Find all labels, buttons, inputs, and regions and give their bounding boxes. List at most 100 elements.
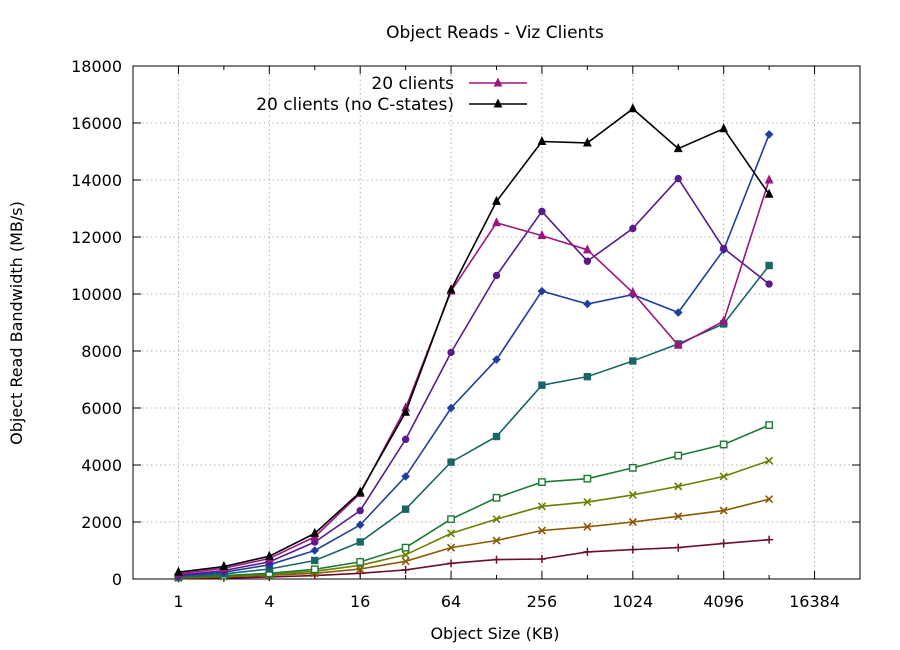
data-point xyxy=(582,137,592,147)
series-line xyxy=(178,459,770,579)
data-point xyxy=(356,558,365,566)
data-point xyxy=(446,284,456,294)
data-point xyxy=(401,472,410,481)
data-point xyxy=(583,522,592,531)
data-point xyxy=(764,130,774,139)
data-point xyxy=(538,381,546,389)
y-tick-label: 8000 xyxy=(81,342,122,361)
data-point xyxy=(537,135,547,146)
data-point xyxy=(401,406,411,416)
data-point xyxy=(765,280,773,288)
data-point xyxy=(583,299,592,309)
y-tick-label: 16000 xyxy=(71,114,122,133)
data-point xyxy=(310,527,320,537)
data-point xyxy=(673,339,683,349)
data-point xyxy=(355,520,365,530)
data-point xyxy=(583,547,592,556)
data-point xyxy=(311,556,319,565)
data-point xyxy=(537,286,547,296)
data-point xyxy=(355,486,365,496)
data-point xyxy=(492,355,501,364)
legend-label: 20 clients xyxy=(371,74,454,94)
x-tick-label: 1024 xyxy=(612,592,653,611)
data-point xyxy=(174,566,183,576)
data-point xyxy=(583,372,592,381)
data-point xyxy=(719,315,729,325)
data-point xyxy=(628,490,637,499)
data-point xyxy=(401,435,410,444)
data-point xyxy=(674,174,682,183)
data-point xyxy=(628,287,638,297)
data-point xyxy=(446,543,456,552)
data-point xyxy=(719,506,728,515)
data-point xyxy=(447,559,456,568)
data-point xyxy=(446,403,456,413)
data-point xyxy=(492,271,501,280)
data-point xyxy=(628,463,637,472)
data-point xyxy=(264,550,274,560)
y-tick-label: 10000 xyxy=(71,285,122,304)
data-point xyxy=(674,543,683,552)
data-point xyxy=(492,536,501,545)
data-point xyxy=(492,217,501,227)
data-point xyxy=(628,517,637,527)
data-point xyxy=(629,224,637,233)
data-point xyxy=(719,472,728,481)
data-point xyxy=(629,357,637,365)
x-tick-label: 16 xyxy=(350,592,370,611)
y-tick-label: 18000 xyxy=(71,57,122,76)
series-8 xyxy=(174,103,774,576)
y-tick-label: 12000 xyxy=(71,228,122,247)
data-point xyxy=(356,569,365,578)
data-point xyxy=(401,505,410,513)
data-point xyxy=(628,103,638,113)
data-point xyxy=(401,557,410,566)
data-point xyxy=(447,458,455,466)
y-tick-label: 2000 xyxy=(81,513,122,532)
series-line xyxy=(178,177,770,577)
data-point xyxy=(765,261,773,270)
data-point xyxy=(401,550,410,559)
data-point xyxy=(310,565,319,574)
data-point xyxy=(447,515,455,524)
data-point xyxy=(538,207,546,216)
data-point xyxy=(628,545,637,554)
series-line xyxy=(178,107,770,573)
data-point xyxy=(492,195,501,205)
data-point xyxy=(583,474,592,483)
series-line xyxy=(178,134,770,577)
data-point xyxy=(674,512,683,521)
chart-title: Object Reads - Viz Clients xyxy=(386,23,604,43)
data-point xyxy=(447,348,455,357)
data-point xyxy=(537,230,547,240)
data-point xyxy=(310,546,320,555)
series-line xyxy=(178,424,770,579)
x-axis-label: Object Size (KB) xyxy=(430,624,559,643)
data-point xyxy=(765,535,774,544)
legend-marker xyxy=(493,98,503,108)
data-point xyxy=(492,493,501,502)
data-point xyxy=(492,515,501,524)
data-point xyxy=(492,555,501,564)
data-point xyxy=(764,188,774,198)
data-point xyxy=(673,143,683,153)
legend-label: 20 clients (no C-states) xyxy=(256,95,454,115)
x-tick-label: 16384 xyxy=(789,592,840,611)
series-line xyxy=(178,179,770,575)
data-point xyxy=(492,432,501,441)
series-group xyxy=(174,103,774,583)
data-point xyxy=(719,539,728,548)
data-point xyxy=(674,451,683,460)
y-tick-label: 4000 xyxy=(81,456,122,475)
legend-marker xyxy=(493,77,503,87)
data-point xyxy=(583,257,592,265)
data-point xyxy=(719,123,729,133)
data-point xyxy=(765,495,774,504)
data-point xyxy=(356,506,364,515)
data-point xyxy=(356,538,364,546)
data-point xyxy=(719,244,728,253)
data-point xyxy=(583,497,592,507)
data-point xyxy=(582,244,592,254)
